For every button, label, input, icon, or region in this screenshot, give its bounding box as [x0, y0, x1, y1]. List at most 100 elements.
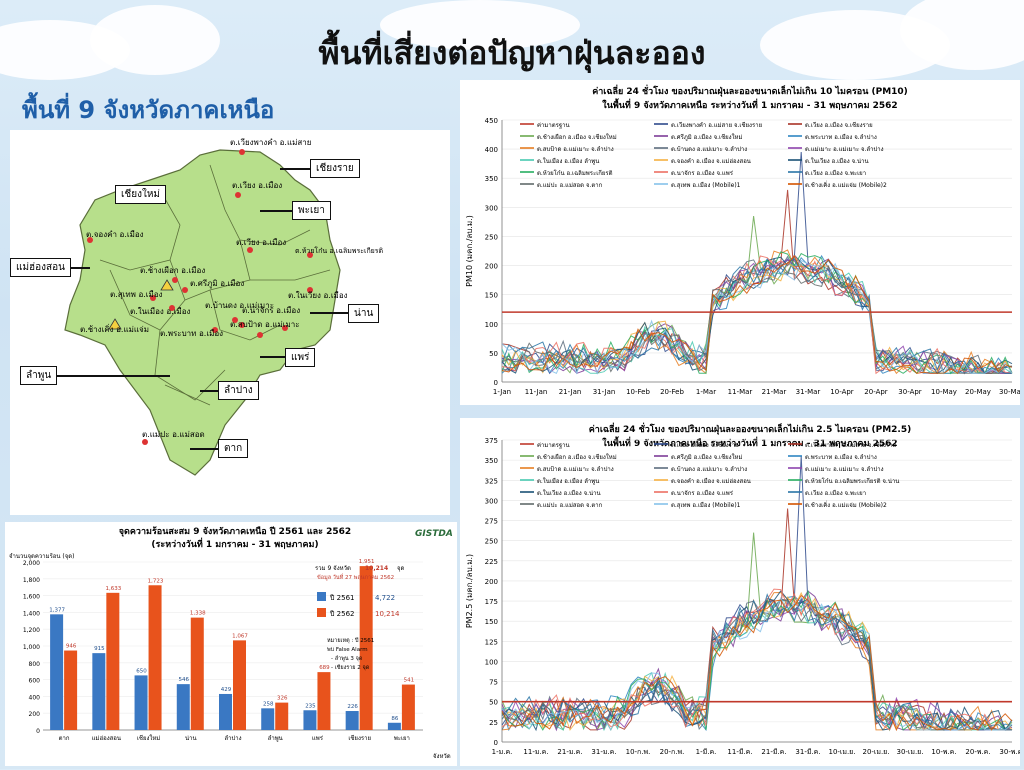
legend-label: ต.ห้วยโก๋น อ.เฉลิมพระเกียรติ จ.น่าน — [805, 477, 899, 485]
data-label: 235 — [305, 703, 316, 709]
x-tick-label: 11-Jan — [525, 388, 548, 396]
y-tick-label: 25 — [489, 719, 498, 727]
legend-label: ต.ในเมือง อ.เมือง ลำพูน — [537, 157, 599, 165]
source-logo: GISTDA — [415, 529, 453, 539]
y-tick-label: 1,600 — [23, 594, 40, 601]
chart-subtitle: ในพื้นที่ 9 จังหวัดภาคเหนือ ระหว่างวันที… — [602, 98, 897, 111]
legend-label: ต.แม่ปะ อ.แม่สอด จ.ตาก — [537, 182, 603, 189]
pm25-chart: ค่าเฉลี่ย 24 ชั่วโมง ของปริมาณฝุ่นละอองข… — [465, 422, 1024, 756]
chart-title: จุดความร้อนสะสม 9 จังหวัดภาคเหนือ ปี 256… — [119, 525, 351, 537]
legend-label: ค่ามาตรฐาน — [537, 442, 570, 449]
station-dot — [212, 327, 218, 333]
legend-label: ปี 2561 — [330, 594, 355, 602]
x-tick-label: 21-ม.ค. — [557, 748, 582, 756]
chart-title: ค่าเฉลี่ย 24 ชั่วโมง ของปริมาณฝุ่นละอองข… — [589, 422, 911, 435]
y-tick-label: 375 — [485, 437, 498, 445]
y-tick-label: 350 — [485, 175, 498, 183]
y-tick-label: 250 — [485, 233, 498, 241]
data-label: 1,338 — [190, 611, 206, 617]
legend-label: ต.ช้างเผือก อ.เมือง จ.เชียงใหม่ — [537, 133, 617, 141]
callout-line — [200, 390, 220, 392]
series-line — [501, 255, 1013, 375]
data-label: 429 — [221, 687, 232, 693]
station-dot — [87, 237, 93, 243]
page-subtitle: พื้นที่ 9 จังหวัดภาคเหนือ — [22, 96, 275, 124]
pm10-chart: ค่าเฉลี่ย 24 ชั่วโมง ของปริมาณฝุ่นละอองข… — [465, 84, 1024, 396]
bar — [401, 684, 415, 730]
station-label: ต.ศรีภูมิ อ.เมือง — [190, 279, 244, 289]
annotation-note-title: หมายเหตุ : ปี 2561 — [327, 637, 374, 644]
x-tick-label: 31-Jan — [593, 388, 616, 396]
bar — [106, 592, 120, 730]
x-tick-label: 20-May — [965, 388, 991, 396]
x-tick-label: 30-เม.ย. — [897, 748, 924, 756]
category-label: เชียงราย — [348, 734, 371, 742]
y-tick-label: 1,400 — [23, 610, 40, 617]
annotation-date: ข้อมูล วันที่ 27 พฤษภาคม 2562 — [317, 573, 394, 581]
legend-label: ต.นาจักร อ.เมือง จ.แพร่ — [671, 489, 734, 497]
x-tick-label: 11-มี.ค. — [727, 748, 752, 756]
bar — [219, 693, 232, 730]
category-label: ตาก — [59, 735, 70, 742]
bar — [387, 722, 401, 730]
station-dot — [142, 439, 148, 445]
y-tick-label: 325 — [485, 477, 498, 485]
category-label: เชียงใหม่ — [137, 734, 160, 742]
y-tick-label: 75 — [489, 679, 498, 687]
station-label: ต.ห้วยโก๋น อ.เฉลิมพระเกียรติ — [295, 246, 384, 255]
data-label: 541 — [404, 678, 415, 684]
x-tick-label: 30-Apr — [898, 388, 922, 396]
bar — [275, 702, 289, 730]
data-label: 546 — [179, 677, 190, 683]
y-axis-label: PM10 (มคก./ลบ.ม.) — [465, 215, 474, 287]
x-tick-label: 1-Mar — [696, 388, 716, 396]
legend-label: ต.จองคำ อ.เมือง จ.แม่ฮ่องสอน — [671, 477, 751, 485]
legend-label: ปี 2562 — [330, 610, 355, 618]
x-tick-label: 31-Mar — [796, 388, 821, 396]
legend-label: ต.เวียงพางคำ อ.แม่สาย จ.เชียงราย — [671, 121, 762, 129]
y-tick-label: 250 — [485, 538, 498, 546]
legend-label: ค่ามาตรฐาน — [537, 122, 570, 129]
y-tick-label: 0 — [494, 739, 498, 747]
x-tick-label: 30-พ.ค. — [999, 748, 1020, 756]
y-axis-label: จำนวนจุดความร้อน (จุด) — [9, 553, 75, 560]
province-label-tak: ตาก — [218, 439, 249, 458]
data-label: 1,067 — [232, 633, 248, 639]
mobile-station-icon — [160, 279, 174, 291]
y-tick-label: 50 — [489, 350, 498, 358]
legend-label: ต.เวียง อ.เมือง จ.เชียงราย — [805, 121, 873, 129]
data-label: 1,377 — [49, 607, 65, 613]
y-tick-label: 800 — [29, 661, 41, 668]
data-label: 1,723 — [148, 578, 164, 584]
chart-subtitle: (ระหว่างวันที่ 1 มกราคม - 31 พฤษภาคม) — [151, 537, 318, 550]
series-line — [501, 599, 1013, 732]
station-label: ต.ช้างเผือก อ.เมือง — [140, 266, 205, 275]
x-tick-label: 20-พ.ค. — [965, 748, 990, 756]
callout-line — [50, 375, 170, 377]
legend-label: ต.เวียง อ.เมือง จ.พะเยา — [805, 169, 866, 177]
station-label: ต.สุเทพ อ.เมือง — [110, 290, 163, 299]
station-dot — [282, 325, 288, 331]
legend-label: ต.แม่เมาะ อ.แม่เมาะ จ.ลำปาง — [805, 146, 884, 153]
province-label-lamphun: ลำพูน — [20, 366, 58, 385]
bar — [303, 710, 317, 730]
data-label: 946 — [66, 644, 77, 650]
category-label: แพร่ — [312, 735, 324, 742]
y-tick-label: 100 — [485, 321, 498, 329]
y-tick-label: 200 — [485, 578, 498, 586]
y-tick-label: 100 — [485, 658, 498, 666]
legend-label: ต.ศรีภูมิ อ.เมือง จ.เชียงใหม่ — [671, 453, 742, 461]
legend-label: ต.สุเทพ อ.เมือง (Mobile)1 — [671, 181, 741, 189]
station-dot — [257, 332, 263, 338]
y-tick-label: 1,800 — [23, 577, 40, 584]
chart-title: ค่าเฉลี่ย 24 ชั่วโมง ของปริมาณฝุ่นละอองข… — [592, 84, 908, 97]
y-tick-label: 1,200 — [23, 627, 40, 634]
series-line — [501, 589, 1012, 732]
data-label: 1,951 — [359, 559, 375, 565]
station-dot — [232, 317, 238, 323]
legend-swatch — [317, 592, 326, 601]
station-dot — [307, 287, 313, 293]
series-line — [501, 258, 1012, 375]
category-label: ลำพูน — [268, 735, 283, 742]
x-tick-label: 10-Feb — [626, 388, 650, 396]
